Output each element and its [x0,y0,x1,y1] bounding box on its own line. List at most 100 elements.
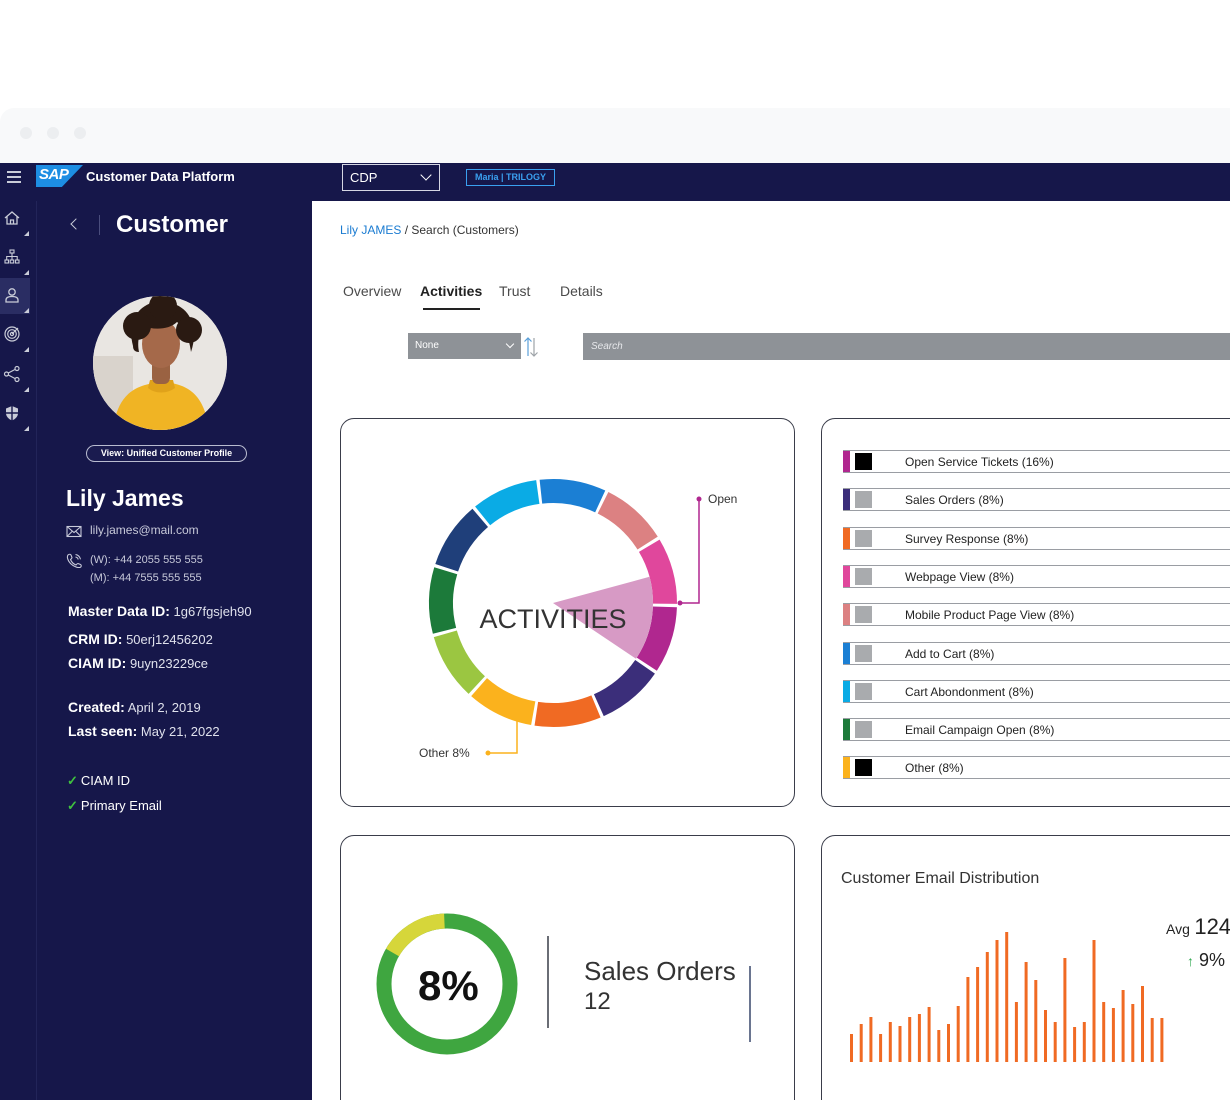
email-bar [956,1006,960,1062]
legend-item[interactable]: Email Campaign Open (8%) [843,718,1230,742]
email-bar [1053,1022,1057,1062]
donut-segment [597,492,658,550]
rail-corner [24,426,29,431]
top-bar [0,163,1230,201]
email-bar [1073,1027,1077,1062]
environment-select[interactable]: CDP [342,164,440,191]
sort-order-icon[interactable] [523,336,539,358]
customer-name: Lily James [66,485,184,511]
environment-select-value: CDP [350,170,378,185]
other-callout-line [488,721,518,754]
legend-item[interactable]: Sales Orders (8%) [843,488,1230,512]
rail-corner [24,231,29,236]
tab-details[interactable]: Details [560,283,603,299]
legend-color-bar [843,757,850,779]
legend-item[interactable]: Add to Cart (8%) [843,641,1230,665]
email-bar [850,1034,853,1062]
open-callout-line [680,499,700,604]
tab-trust[interactable]: Trust [499,283,531,299]
tab-overview[interactable]: Overview [343,283,402,299]
email-bar [859,1024,863,1062]
checkmark-icon: ✓ [67,798,78,813]
target-icon [4,326,20,342]
breadcrumb-link[interactable]: Lily JAMES [340,223,402,237]
crm-id-value: 50erj12456202 [126,632,213,647]
window-dot [20,127,32,139]
customer-email[interactable]: lily.james@mail.com [90,523,199,537]
sales-orders-ring [376,913,518,1055]
rail-item-target[interactable] [0,317,30,353]
legend-color-bar [843,451,850,472]
menu-icon[interactable] [7,171,21,183]
verified-item: ✓ CIAM ID [67,773,130,789]
legend-item[interactable]: Cart Abondonment (8%) [843,679,1230,703]
last-seen-label: Last seen: [68,723,138,739]
activities-donut-chart: ACTIVITIES Open Other 8% [419,479,737,760]
sort-select[interactable]: None [408,333,521,359]
rail-divider [36,201,37,1100]
customer-phone-work: (W): +44 2055 555 555 [90,554,203,566]
email-bar [1102,1002,1106,1062]
email-bar [947,1024,950,1062]
window-chrome [0,108,1230,163]
legend-label: Mobile Product Page View (8%) [905,608,1075,623]
open-callout-label: Open [708,492,737,506]
email-bar [985,952,989,1062]
verified-item: ✓ Primary Email [67,798,162,814]
email-bar [908,1017,912,1062]
email-trend: ↑ 9% [1187,950,1225,971]
other-callout-label: Other 8% [419,746,470,760]
email-bar [1141,986,1144,1062]
home-icon [4,211,20,225]
tenant-badge[interactable]: Maria | TRILOGY [466,169,556,186]
legend-color-bar [843,642,850,664]
legend-swatch [855,644,872,662]
sales-orders-title: Sales Orders [584,956,736,986]
master-data-id-label: Master Data ID: [68,603,170,619]
master-data-id: Master Data ID: 1g67fgsjeh90 [68,603,252,619]
donut-segment [638,539,677,604]
view-profile-button[interactable]: View: Unified Customer Profile [86,445,247,462]
email-bar [1150,1018,1154,1062]
legend-item[interactable]: Mobile Product Page View (8%) [843,603,1230,627]
user-icon [5,288,19,303]
search-input[interactable] [583,333,1230,360]
share-icon [3,365,20,383]
legend-item[interactable]: Webpage View (8%) [843,564,1230,588]
email-bar [1160,1018,1164,1062]
rail-corner [24,347,29,352]
chevron-down-icon [505,339,515,349]
sales-orders-divider [547,936,549,1028]
ring-base [376,913,518,1055]
email-bar [1092,940,1096,1062]
breadcrumb-separator: / [401,223,412,237]
sort-select-value: None [415,340,439,351]
donut-center-label: ACTIVITIES [479,604,626,634]
created-value: April 2, 2019 [127,700,201,715]
arrow-up-icon: ↑ [1187,953,1194,969]
open-callout-dot [677,600,683,606]
activities-card: ACTIVITIES Open Other 8% [340,418,795,807]
legend-swatch [855,759,872,777]
legend-color-bar [843,527,850,549]
mail-icon [66,525,82,538]
rail-item-hierarchy[interactable] [0,240,30,276]
rail-item-security[interactable] [0,396,30,432]
legend-item[interactable]: Other (8%) [843,756,1230,780]
legend-label: Cart Abondonment (8%) [905,684,1034,699]
legend-label: Email Campaign Open (8%) [905,723,1055,738]
rail-item-home[interactable] [0,201,30,237]
avatar [93,296,227,430]
email-bar [1082,1022,1086,1062]
phone-icon [66,553,82,568]
master-data-id-value: 1g67fgsjeh90 [173,604,252,619]
breadcrumb-current: Search (Customers) [411,223,519,237]
donut-segment [429,567,458,634]
tab-activities[interactable]: Activities [420,283,483,299]
legend-item[interactable]: Open Service Tickets (16%) [843,450,1230,473]
legend-item[interactable]: Survey Response (8%) [843,526,1230,550]
ring-accent [376,913,518,1055]
sales-orders-accent-line [749,966,751,1042]
rail-item-customer[interactable] [0,278,30,314]
rail-item-share[interactable] [0,357,30,393]
